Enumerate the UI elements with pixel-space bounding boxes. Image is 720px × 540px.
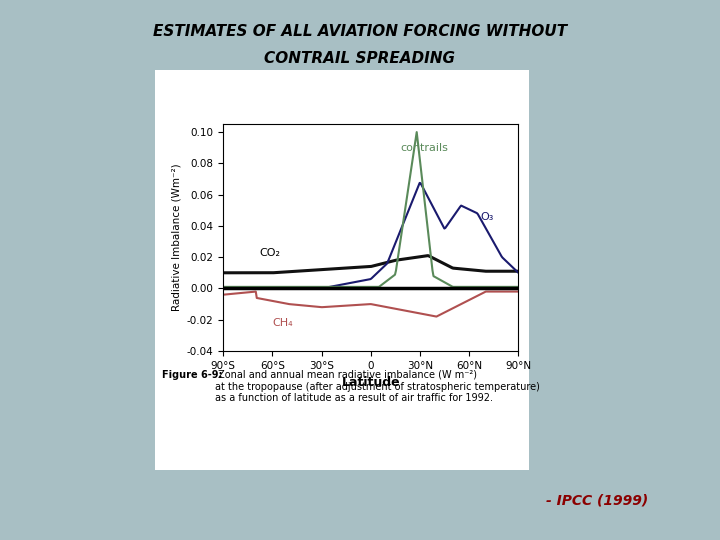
- Text: Zonal and annual mean radiative imbalance (W m⁻²)
at the tropopause (after adjus: Zonal and annual mean radiative imbalanc…: [215, 370, 539, 403]
- Text: Figure 6-9:: Figure 6-9:: [162, 370, 222, 380]
- Y-axis label: Radiative Imbalance (Wm⁻²): Radiative Imbalance (Wm⁻²): [171, 164, 181, 312]
- Text: ESTIMATES OF ALL AVIATION FORCING WITHOUT: ESTIMATES OF ALL AVIATION FORCING WITHOU…: [153, 24, 567, 39]
- Text: CONTRAIL SPREADING: CONTRAIL SPREADING: [264, 51, 456, 66]
- Text: - IPCC (1999): - IPCC (1999): [546, 494, 648, 508]
- X-axis label: Latitude: Latitude: [341, 376, 400, 389]
- Text: contrails: contrails: [400, 143, 448, 153]
- Text: CO₂: CO₂: [259, 247, 280, 258]
- Text: CH₄: CH₄: [272, 318, 293, 328]
- Text: O₃: O₃: [481, 212, 494, 221]
